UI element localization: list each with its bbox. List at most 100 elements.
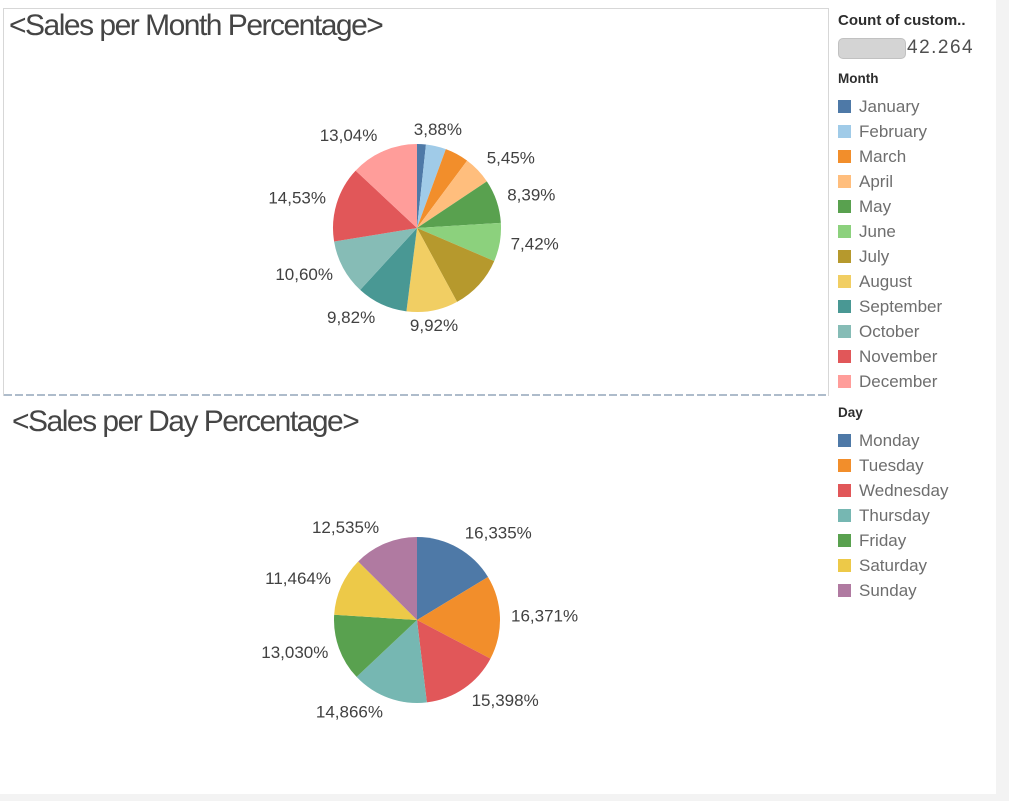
legend-swatch-friday bbox=[838, 534, 851, 547]
legend-swatch-thursday bbox=[838, 509, 851, 522]
legend-item-september[interactable]: September bbox=[838, 294, 996, 319]
pie-slice-saturday[interactable] bbox=[334, 561, 417, 620]
legend-item-january[interactable]: January bbox=[838, 94, 996, 119]
month-legend-title: Month bbox=[838, 71, 879, 86]
pie-slice-august[interactable] bbox=[406, 228, 458, 312]
day-chart-title: <Sales per Day Percentage> bbox=[12, 405, 360, 438]
pie-slice-october[interactable] bbox=[334, 228, 417, 290]
pie-label-november: 14,53% bbox=[268, 188, 326, 207]
legend-item-june[interactable]: June bbox=[838, 219, 996, 244]
legend-item-monday[interactable]: Monday bbox=[838, 428, 996, 453]
legend-swatch-september bbox=[838, 300, 851, 313]
pie-label-wednesday: 15,398% bbox=[472, 691, 539, 710]
pie-slice-monday[interactable] bbox=[417, 537, 488, 620]
pie-slice-may[interactable] bbox=[417, 181, 501, 228]
pie-slice-july[interactable] bbox=[417, 228, 495, 302]
size-legend: Count of custom.. 42.264 bbox=[838, 12, 996, 59]
pie-slice-tuesday[interactable] bbox=[417, 577, 501, 659]
legend-item-saturday[interactable]: Saturday bbox=[838, 553, 996, 578]
pie-label-saturday: 11,464% bbox=[265, 569, 331, 588]
pie-label-monday: 16,335% bbox=[465, 523, 532, 542]
legend-item-wednesday[interactable]: Wednesday bbox=[838, 478, 996, 503]
legend-item-october[interactable]: October bbox=[838, 319, 996, 344]
legend-label-april: April bbox=[859, 171, 894, 191]
month-chart-title: <Sales per Month Percentage> bbox=[9, 9, 384, 42]
pie-label-june: 7,42% bbox=[511, 235, 559, 254]
pie-slice-june[interactable] bbox=[417, 222, 501, 262]
size-legend-value: 42.264 bbox=[907, 37, 975, 58]
legend-label-wednesday: Wednesday bbox=[859, 480, 949, 500]
size-legend-title: Count of custom.. bbox=[838, 12, 966, 29]
legend-swatch-saturday bbox=[838, 559, 851, 572]
pie-label-friday: 13,030% bbox=[261, 643, 328, 662]
pie-label-august: 9,92% bbox=[410, 316, 458, 335]
pie-slice-november[interactable] bbox=[332, 170, 417, 242]
dashboard-canvas: <Sales per Month Percentage> 3,88% 5,45% 8… bbox=[0, 0, 996, 794]
legend-item-tuesday[interactable]: Tuesday bbox=[838, 453, 996, 478]
legend-swatch-november bbox=[838, 350, 851, 363]
legend-label-monday: Monday bbox=[859, 430, 920, 450]
legend-item-friday[interactable]: Friday bbox=[838, 528, 996, 553]
legend-label-friday: Friday bbox=[859, 530, 907, 550]
legend-label-december: December bbox=[859, 371, 938, 391]
panel-divider-dashed[interactable] bbox=[4, 394, 828, 396]
legend-swatch-february bbox=[838, 125, 851, 138]
legend-swatch-tuesday bbox=[838, 459, 851, 472]
legend-label-october: October bbox=[859, 321, 920, 341]
legend-swatch-sunday bbox=[838, 584, 851, 597]
legend-item-august[interactable]: August bbox=[838, 269, 996, 294]
legend-item-november[interactable]: November bbox=[838, 344, 996, 369]
legend-label-september: September bbox=[859, 296, 943, 316]
legend-swatch-may bbox=[838, 200, 851, 213]
legend-swatch-january bbox=[838, 100, 851, 113]
size-legend-pill bbox=[838, 37, 906, 59]
legend-label-sunday: Sunday bbox=[859, 580, 917, 600]
pie-slice-september[interactable] bbox=[360, 228, 417, 312]
legend-item-july[interactable]: July bbox=[838, 244, 996, 269]
pie-slice-april[interactable] bbox=[417, 160, 487, 228]
legend-label-thursday: Thursday bbox=[859, 505, 930, 525]
pie-slice-december[interactable] bbox=[355, 144, 417, 228]
pie-slice-february[interactable] bbox=[417, 144, 446, 228]
pie-label-sunday: 12,535% bbox=[312, 518, 379, 537]
pie-label-thursday: 14,866% bbox=[316, 703, 383, 722]
legend-item-sunday[interactable]: Sunday bbox=[838, 578, 996, 603]
pie-label-tuesday: 16,371% bbox=[511, 606, 578, 625]
legend-label-march: March bbox=[859, 146, 907, 166]
legend-item-may[interactable]: May bbox=[838, 194, 996, 219]
legend-label-august: August bbox=[859, 271, 912, 291]
pie-slice-wednesday[interactable] bbox=[417, 620, 491, 703]
pie-slice-friday[interactable] bbox=[333, 614, 417, 677]
legend-swatch-december bbox=[838, 375, 851, 388]
legend-label-saturday: Saturday bbox=[859, 555, 928, 575]
pie-label-february: 3,88% bbox=[414, 120, 462, 139]
legend-item-february[interactable]: February bbox=[838, 119, 996, 144]
legend-swatch-august bbox=[838, 275, 851, 288]
legend-item-thursday[interactable]: Thursday bbox=[838, 503, 996, 528]
legend-label-february: February bbox=[859, 121, 928, 141]
pie-label-september: 9,82% bbox=[327, 308, 375, 327]
pie-slice-january[interactable] bbox=[417, 144, 426, 228]
legend-label-tuesday: Tuesday bbox=[859, 455, 924, 475]
scrollbar-gutter-vertical bbox=[996, 0, 1009, 801]
month-color-legend: Month January February March April May June Ju… bbox=[838, 70, 996, 394]
legend-swatch-june bbox=[838, 225, 851, 238]
day-color-legend: Day Monday Tuesday Wednesday Thursday Friday… bbox=[838, 404, 996, 603]
legend-item-march[interactable]: March bbox=[838, 144, 996, 169]
day-pie-chart: 16,335% 16,371% 15,398% 14,866% 13,030% 11,46… bbox=[261, 518, 578, 722]
pie-label-may: 8,39% bbox=[507, 186, 555, 205]
legend-label-january: January bbox=[859, 96, 920, 116]
legend-item-december[interactable]: December bbox=[838, 369, 996, 394]
pie-slice-sunday[interactable] bbox=[358, 537, 417, 620]
legend-swatch-wednesday bbox=[838, 484, 851, 497]
pie-slice-march[interactable] bbox=[417, 149, 468, 228]
pie-slice-thursday[interactable] bbox=[356, 620, 427, 703]
legend-label-may: May bbox=[859, 196, 892, 216]
legend-item-april[interactable]: April bbox=[838, 169, 996, 194]
month-pie-chart: 3,88% 5,45% 8,39% 7,42% 9,92% 9,82% 10,60% 14,5… bbox=[268, 120, 559, 335]
pie-label-december: 13,04% bbox=[320, 126, 378, 145]
month-legend-list: January February March April May June July Augu… bbox=[838, 94, 996, 394]
pie-label-april: 5,45% bbox=[487, 149, 535, 168]
legend-label-november: November bbox=[859, 346, 938, 366]
legend-swatch-october bbox=[838, 325, 851, 338]
